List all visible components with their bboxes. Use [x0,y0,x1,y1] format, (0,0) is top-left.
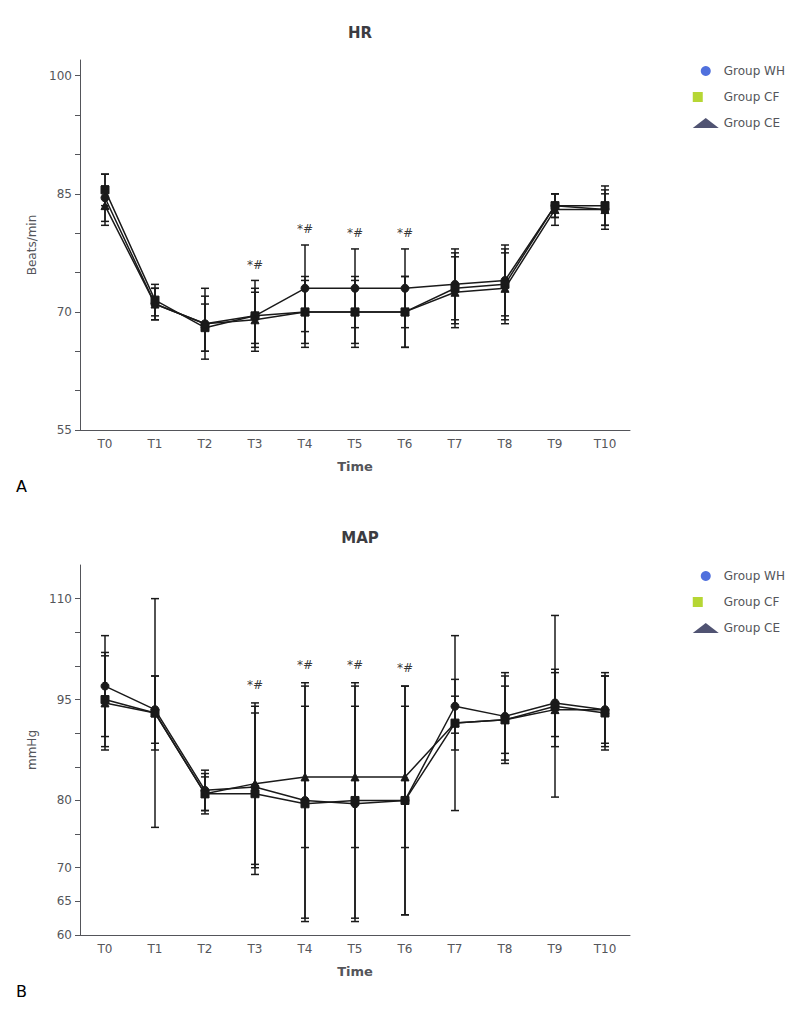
svg-text:*#: *# [397,661,413,675]
svg-text:*#: *# [247,258,263,272]
svg-text:*#: *# [297,222,313,236]
svg-text:T0: T0 [97,942,113,956]
svg-text:*#: *# [247,678,263,692]
svg-text:T5: T5 [347,437,363,451]
svg-text:T3: T3 [247,942,263,956]
svg-text:T8: T8 [497,437,513,451]
svg-text:T10: T10 [593,437,617,451]
svg-text:*#: *# [347,226,363,240]
svg-text:T3: T3 [247,437,263,451]
svg-text:MAP: MAP [341,529,379,547]
svg-text:Time: Time [337,459,373,474]
svg-text:T7: T7 [447,437,463,451]
svg-text:70: 70 [57,305,72,319]
svg-text:T6: T6 [397,942,413,956]
svg-text:Group CE: Group CE [724,621,780,635]
svg-text:T1: T1 [147,437,163,451]
svg-text:T5: T5 [347,942,363,956]
svg-text:T0: T0 [97,437,113,451]
svg-text:110: 110 [49,592,72,606]
svg-text:100: 100 [49,69,72,83]
svg-text:65: 65 [57,894,72,908]
svg-text:Group CE: Group CE [724,116,780,130]
svg-text:T8: T8 [497,942,513,956]
svg-text:T6: T6 [397,437,413,451]
svg-text:mmHg: mmHg [25,730,39,770]
svg-text:HR: HR [348,24,373,42]
svg-text:*#: *# [397,226,413,240]
svg-text:95: 95 [57,693,72,707]
svg-text:Group WH: Group WH [724,64,785,78]
svg-text:55: 55 [57,423,72,437]
svg-text:Group CF: Group CF [724,90,780,104]
svg-text:*#: *# [297,658,313,672]
svg-text:T4: T4 [297,942,313,956]
svg-text:A: A [16,477,27,496]
svg-text:T2: T2 [197,942,213,956]
svg-text:85: 85 [57,187,72,201]
svg-text:Time: Time [337,964,373,979]
svg-text:T7: T7 [447,942,463,956]
svg-text:T9: T9 [547,437,563,451]
svg-text:60: 60 [57,928,72,942]
svg-text:Beats/min: Beats/min [25,215,39,276]
svg-text:Group WH: Group WH [724,569,785,583]
svg-text:80: 80 [57,793,72,807]
svg-text:T10: T10 [593,942,617,956]
svg-text:B: B [16,982,27,1001]
svg-text:T4: T4 [297,437,313,451]
svg-text:Group CF: Group CF [724,595,780,609]
svg-text:T2: T2 [197,437,213,451]
svg-text:70: 70 [57,861,72,875]
svg-text:T9: T9 [547,942,563,956]
svg-text:T1: T1 [147,942,163,956]
svg-text:*#: *# [347,658,363,672]
